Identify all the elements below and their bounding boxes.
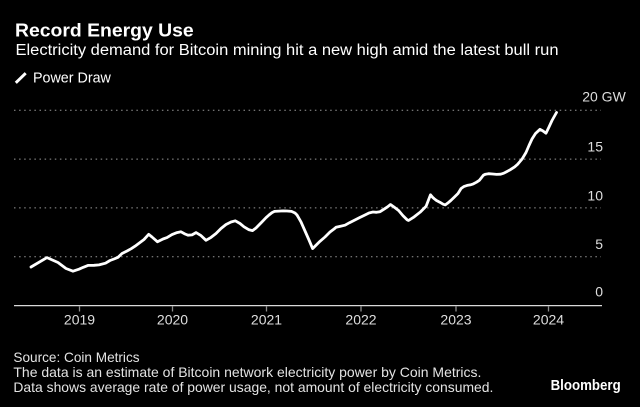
svg-text:Bloomberg: Bloomberg [551, 377, 621, 394]
svg-text:5: 5 [595, 236, 603, 252]
svg-text:Electricity demand for Bitcoin: Electricity demand for Bitcoin mining hi… [16, 42, 559, 59]
svg-text:Data shows average rate of pow: Data shows average rate of power usage, … [13, 380, 493, 395]
svg-text:The data is an estimate of Bit: The data is an estimate of Bitcoin netwo… [13, 365, 481, 380]
svg-text:2021: 2021 [251, 312, 282, 328]
svg-text:Source: Coin Metrics: Source: Coin Metrics [13, 350, 139, 365]
svg-text:2020: 2020 [157, 312, 188, 328]
svg-text:2024: 2024 [533, 312, 564, 328]
svg-text:20 GW: 20 GW [582, 88, 626, 104]
svg-text:2023: 2023 [440, 312, 471, 328]
svg-text:2019: 2019 [64, 312, 95, 328]
svg-text:10: 10 [587, 187, 603, 203]
svg-text:Power Draw: Power Draw [33, 71, 112, 87]
svg-text:Record Energy Use: Record Energy Use [15, 21, 194, 41]
svg-text:15: 15 [587, 139, 603, 155]
svg-text:0: 0 [595, 284, 603, 300]
svg-text:2022: 2022 [345, 312, 376, 328]
